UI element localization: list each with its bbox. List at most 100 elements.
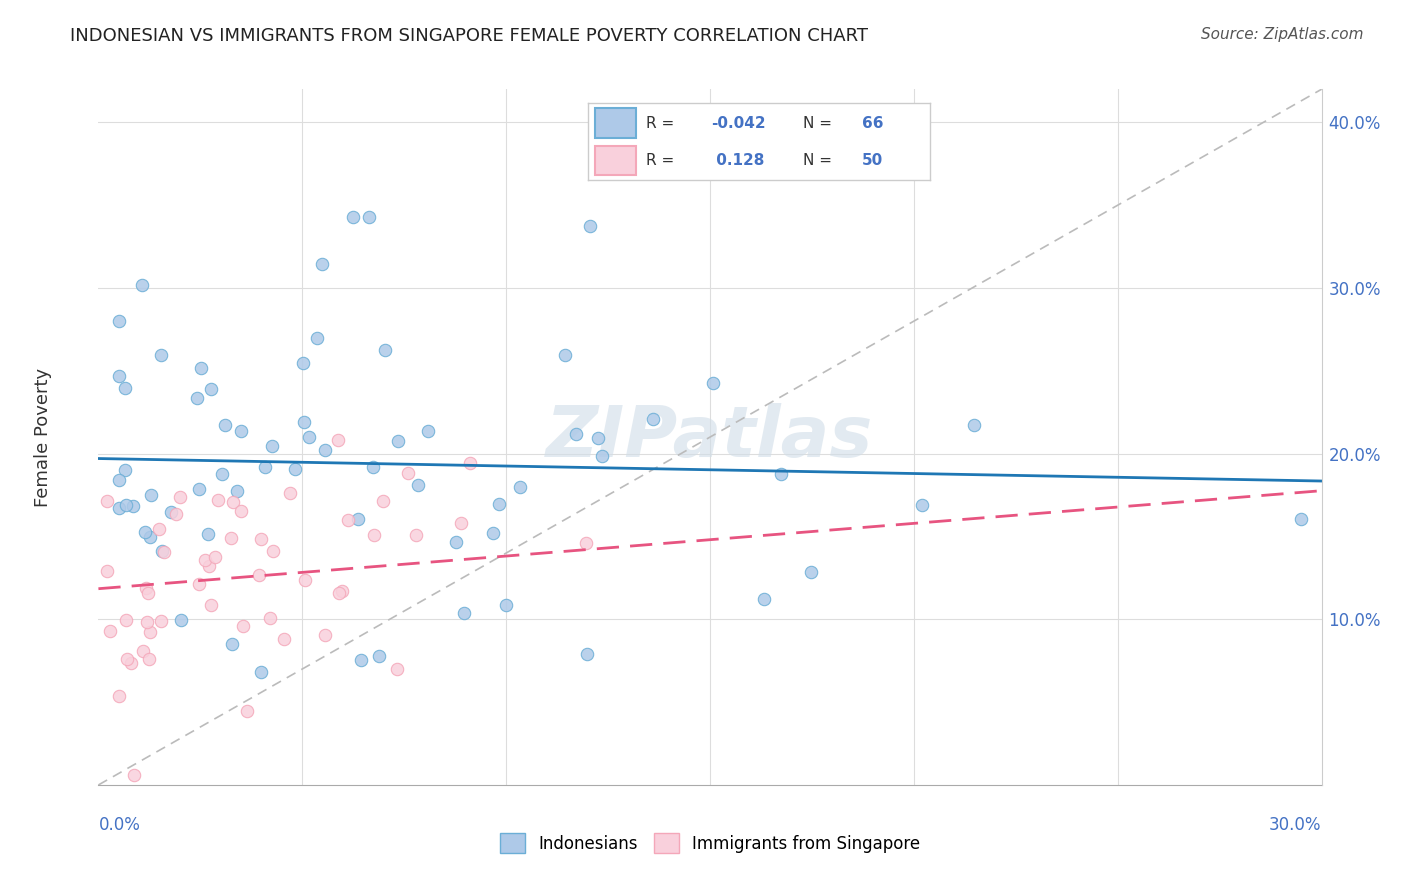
Point bbox=[247, 568, 270, 582]
Point bbox=[446, 535, 468, 549]
Text: INDONESIAN VS IMMIGRANTS FROM SINGAPORE FEMALE POVERTY CORRELATION CHART: INDONESIAN VS IMMIGRANTS FROM SINGAPORE … bbox=[70, 27, 869, 45]
Point bbox=[108, 501, 131, 516]
Point bbox=[222, 495, 245, 509]
Point bbox=[565, 426, 588, 441]
Point bbox=[160, 504, 183, 518]
Point bbox=[911, 498, 934, 512]
Point bbox=[488, 496, 510, 510]
Text: Female Poverty: Female Poverty bbox=[34, 368, 52, 507]
Text: 0.0%: 0.0% bbox=[98, 816, 141, 834]
Point bbox=[136, 586, 159, 600]
Point bbox=[141, 488, 163, 502]
Point bbox=[114, 381, 136, 395]
Point bbox=[578, 219, 600, 234]
Point bbox=[273, 632, 295, 646]
Point bbox=[221, 637, 243, 651]
Point bbox=[250, 665, 273, 679]
Point bbox=[363, 527, 385, 541]
Point bbox=[336, 513, 359, 527]
Point bbox=[139, 530, 162, 544]
Point bbox=[194, 553, 217, 567]
Point bbox=[453, 606, 475, 620]
Point bbox=[495, 598, 517, 612]
Point bbox=[232, 619, 254, 633]
Point bbox=[120, 656, 142, 670]
Point bbox=[314, 628, 336, 642]
Point bbox=[408, 477, 430, 491]
Point bbox=[190, 361, 212, 376]
Point bbox=[187, 482, 209, 496]
Point bbox=[284, 462, 307, 476]
Point bbox=[591, 450, 613, 464]
Point bbox=[405, 528, 427, 542]
Point bbox=[314, 442, 336, 457]
Point bbox=[347, 511, 370, 525]
Point bbox=[292, 356, 315, 370]
Point bbox=[509, 480, 531, 494]
Point bbox=[98, 624, 121, 638]
Point bbox=[350, 653, 373, 667]
Point bbox=[259, 610, 281, 624]
Point bbox=[770, 467, 793, 481]
Point bbox=[458, 456, 481, 470]
Point bbox=[752, 591, 775, 606]
Point bbox=[253, 459, 276, 474]
Point bbox=[186, 391, 208, 405]
Point bbox=[294, 574, 316, 588]
Text: Source: ZipAtlas.com: Source: ZipAtlas.com bbox=[1201, 27, 1364, 42]
Point bbox=[136, 615, 159, 630]
Point bbox=[292, 415, 315, 429]
Point bbox=[554, 348, 576, 362]
Point bbox=[152, 544, 174, 558]
Point bbox=[262, 440, 284, 454]
Point bbox=[132, 643, 155, 657]
Point bbox=[150, 543, 173, 558]
Point bbox=[150, 348, 173, 362]
Point bbox=[450, 516, 472, 530]
Point bbox=[374, 343, 396, 357]
Point bbox=[115, 498, 138, 512]
Point bbox=[396, 466, 419, 480]
Point bbox=[229, 504, 252, 518]
Point bbox=[481, 526, 503, 541]
Point bbox=[305, 331, 328, 345]
Point bbox=[328, 586, 350, 600]
Point bbox=[198, 559, 221, 574]
Point bbox=[139, 624, 162, 639]
Point bbox=[108, 473, 131, 487]
Point bbox=[200, 598, 222, 612]
Point bbox=[149, 614, 172, 628]
Point bbox=[122, 500, 145, 514]
Point bbox=[586, 431, 609, 445]
Point bbox=[298, 430, 321, 444]
Point bbox=[188, 577, 211, 591]
Point bbox=[200, 383, 222, 397]
Text: ZIPatlas: ZIPatlas bbox=[547, 402, 873, 472]
Point bbox=[229, 424, 252, 438]
Point bbox=[575, 536, 598, 550]
Point bbox=[135, 581, 157, 595]
Point bbox=[207, 493, 229, 508]
Point bbox=[221, 531, 243, 545]
Point bbox=[418, 424, 440, 438]
Point bbox=[148, 523, 170, 537]
Point bbox=[108, 314, 131, 328]
Point bbox=[280, 485, 302, 500]
Point bbox=[236, 704, 259, 718]
Text: 30.0%: 30.0% bbox=[1270, 816, 1322, 834]
Point bbox=[387, 434, 409, 448]
Point bbox=[385, 662, 408, 676]
Point bbox=[96, 564, 118, 578]
Point bbox=[115, 613, 138, 627]
Point bbox=[131, 278, 153, 293]
Point bbox=[250, 533, 273, 547]
Legend: Indonesians, Immigrants from Singapore: Indonesians, Immigrants from Singapore bbox=[494, 827, 927, 860]
Point bbox=[357, 210, 380, 224]
Point bbox=[368, 649, 391, 664]
Point bbox=[262, 544, 284, 558]
Point bbox=[169, 491, 191, 505]
Point bbox=[800, 565, 823, 579]
Point bbox=[108, 369, 131, 384]
Point bbox=[138, 651, 160, 665]
Point bbox=[225, 483, 247, 498]
